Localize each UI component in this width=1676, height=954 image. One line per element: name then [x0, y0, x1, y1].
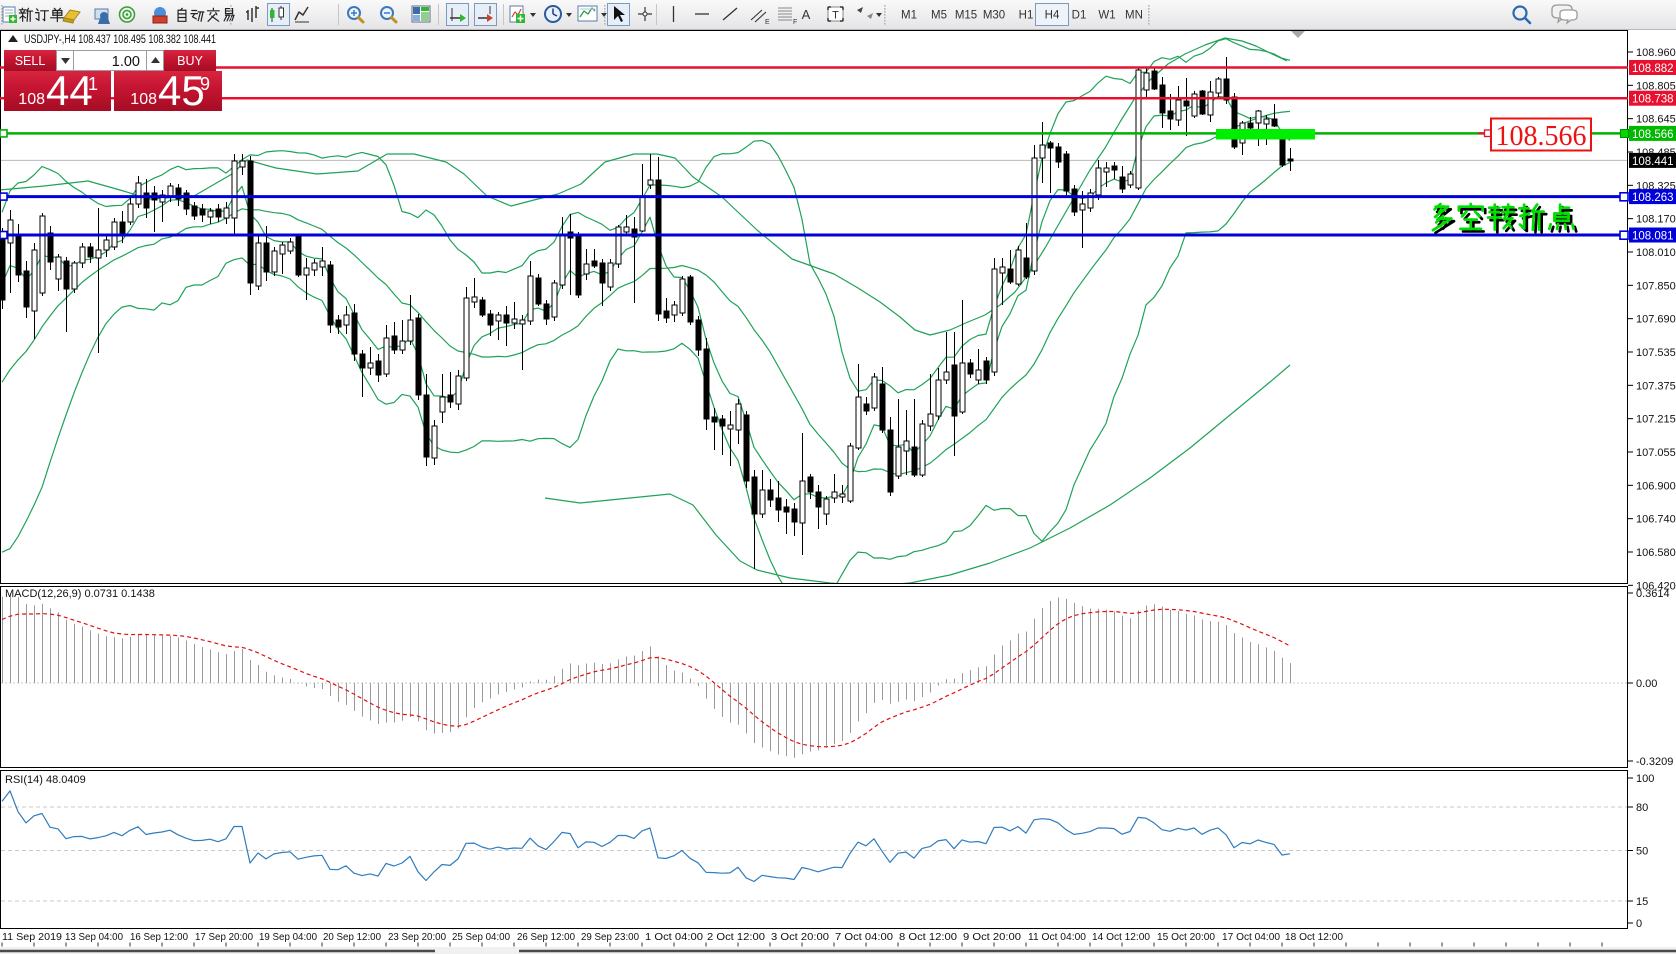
- svg-text:108.805: 108.805: [1636, 80, 1676, 92]
- svg-text:7 Oct 04:00: 7 Oct 04:00: [835, 931, 893, 943]
- svg-text:106.900: 106.900: [1636, 480, 1676, 492]
- svg-text:14 Oct 12:00: 14 Oct 12:00: [1092, 931, 1150, 943]
- svg-text:107.215: 107.215: [1636, 414, 1676, 426]
- svg-text:80: 80: [1636, 802, 1648, 814]
- svg-text:108.010: 108.010: [1636, 247, 1676, 259]
- svg-text:106.740: 106.740: [1636, 514, 1676, 526]
- svg-text:108.738: 108.738: [1632, 94, 1674, 106]
- svg-text:23 Sep 20:00: 23 Sep 20:00: [388, 931, 446, 943]
- svg-text:W1: W1: [1098, 10, 1115, 22]
- svg-text:0.3614: 0.3614: [1636, 588, 1670, 600]
- svg-text:11 Sep 2019: 11 Sep 2019: [2, 931, 62, 943]
- svg-text:RSI(14) 48.0409: RSI(14) 48.0409: [5, 774, 86, 786]
- svg-text:H1: H1: [1019, 10, 1034, 22]
- svg-text:H4: H4: [1045, 10, 1060, 22]
- svg-text:1 Oct 04:00: 1 Oct 04:00: [645, 931, 703, 943]
- svg-text:BUY: BUY: [177, 54, 203, 68]
- svg-text:0.00: 0.00: [1636, 678, 1657, 690]
- svg-text:USDJPY-,H4 108.437 108.495 10: USDJPY-,H4 108.437 108.495 108.382 108.4…: [24, 32, 216, 46]
- svg-text:108.645: 108.645: [1636, 114, 1676, 126]
- svg-text:108.566: 108.566: [1632, 129, 1674, 141]
- svg-text:D1: D1: [1072, 10, 1087, 22]
- svg-text:106.420: 106.420: [1636, 580, 1676, 592]
- svg-text:108.441: 108.441: [1632, 156, 1674, 168]
- svg-text:29 Sep 23:00: 29 Sep 23:00: [581, 931, 639, 943]
- svg-text:0: 0: [1636, 918, 1642, 930]
- svg-text:13 Sep 04:00: 13 Sep 04:00: [65, 931, 123, 943]
- svg-text:26 Sep 12:00: 26 Sep 12:00: [517, 931, 575, 943]
- svg-text:F: F: [793, 19, 797, 26]
- svg-text:15 Oct 20:00: 15 Oct 20:00: [1157, 931, 1215, 943]
- svg-text:15: 15: [1636, 896, 1648, 908]
- svg-text:MACD(12,26,9) 0.0731 0.1438: MACD(12,26,9) 0.0731 0.1438: [5, 588, 155, 600]
- svg-text:-0.3209: -0.3209: [1636, 756, 1673, 768]
- svg-text:A: A: [802, 7, 811, 22]
- svg-text:M30: M30: [983, 10, 1005, 22]
- svg-text:8 Oct 12:00: 8 Oct 12:00: [899, 931, 957, 943]
- svg-text:25 Sep 04:00: 25 Sep 04:00: [452, 931, 510, 943]
- svg-text:M1: M1: [901, 10, 917, 22]
- svg-text:108.960: 108.960: [1636, 47, 1676, 59]
- svg-text:T: T: [832, 10, 839, 22]
- svg-text:108.882: 108.882: [1632, 63, 1674, 75]
- svg-text:106.580: 106.580: [1636, 547, 1676, 559]
- svg-text:107.850: 107.850: [1636, 280, 1676, 292]
- svg-text:108.170: 108.170: [1636, 214, 1676, 226]
- svg-text:16 Sep 12:00: 16 Sep 12:00: [130, 931, 188, 943]
- svg-text:17 Oct 04:00: 17 Oct 04:00: [1222, 931, 1280, 943]
- svg-text:MN: MN: [1125, 10, 1143, 22]
- svg-text:9: 9: [200, 74, 210, 94]
- svg-text:M15: M15: [955, 10, 977, 22]
- svg-text:50: 50: [1636, 846, 1648, 858]
- svg-text:17 Sep 20:00: 17 Sep 20:00: [195, 931, 253, 943]
- svg-text:44: 44: [46, 67, 93, 114]
- svg-text:107.375: 107.375: [1636, 380, 1676, 392]
- svg-text:3 Oct 20:00: 3 Oct 20:00: [771, 931, 829, 943]
- svg-text:107.535: 107.535: [1636, 347, 1676, 359]
- svg-text:M5: M5: [931, 10, 947, 22]
- svg-text:108.263: 108.263: [1632, 192, 1674, 204]
- svg-text:11 Oct 04:00: 11 Oct 04:00: [1028, 931, 1086, 943]
- svg-text:E: E: [765, 19, 770, 26]
- svg-text:2 Oct 12:00: 2 Oct 12:00: [707, 931, 765, 943]
- svg-text:45: 45: [158, 67, 205, 114]
- svg-text:SELL: SELL: [15, 54, 46, 68]
- svg-text:108: 108: [18, 91, 45, 108]
- svg-text:108: 108: [130, 91, 157, 108]
- svg-text:9 Oct 20:00: 9 Oct 20:00: [963, 931, 1021, 943]
- svg-text:107.690: 107.690: [1636, 314, 1676, 326]
- svg-text:1.00: 1.00: [112, 54, 140, 70]
- svg-text:18 Oct 12:00: 18 Oct 12:00: [1285, 931, 1343, 943]
- svg-text:19 Sep 04:00: 19 Sep 04:00: [259, 931, 317, 943]
- svg-text:107.055: 107.055: [1636, 447, 1676, 459]
- svg-text:20 Sep 12:00: 20 Sep 12:00: [323, 931, 381, 943]
- svg-text:108.081: 108.081: [1632, 231, 1674, 243]
- svg-text:100: 100: [1636, 773, 1654, 785]
- svg-text:108.566: 108.566: [1496, 121, 1587, 152]
- svg-text:1: 1: [88, 74, 98, 94]
